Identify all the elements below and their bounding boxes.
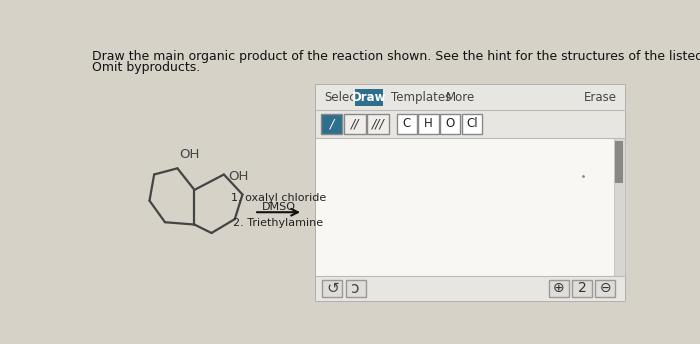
Bar — [368, 114, 389, 134]
Bar — [321, 114, 342, 134]
Text: ⊖: ⊖ — [599, 281, 611, 295]
Text: O: O — [446, 117, 455, 130]
Bar — [595, 280, 615, 297]
Text: Draw: Draw — [351, 91, 386, 104]
Text: Select: Select — [324, 91, 360, 104]
Text: OH: OH — [228, 170, 249, 183]
Bar — [316, 85, 624, 301]
Bar — [316, 110, 624, 138]
Bar — [355, 89, 383, 106]
Text: ↄ: ↄ — [351, 281, 360, 296]
Bar — [316, 85, 624, 110]
Text: //: // — [351, 117, 359, 130]
Text: 1. oxalyl chloride: 1. oxalyl chloride — [231, 193, 326, 203]
Bar — [419, 114, 439, 134]
Text: ///: /// — [372, 117, 384, 130]
Text: C: C — [402, 117, 411, 130]
Text: Erase: Erase — [584, 91, 617, 104]
Bar — [316, 276, 624, 301]
Text: /: / — [330, 117, 334, 130]
Text: 2: 2 — [578, 281, 587, 295]
Text: Templates: Templates — [391, 91, 451, 104]
Text: ↺: ↺ — [326, 281, 339, 296]
Bar — [316, 138, 614, 276]
Bar — [344, 114, 365, 134]
Bar — [614, 138, 624, 276]
Text: 2. Triethylamine: 2. Triethylamine — [234, 218, 323, 228]
Text: Omit byproducts.: Omit byproducts. — [92, 61, 200, 74]
Bar — [440, 114, 461, 134]
Bar — [462, 114, 482, 134]
Text: H: H — [424, 117, 433, 130]
Bar — [322, 280, 342, 297]
Bar — [615, 141, 623, 183]
Bar — [549, 280, 569, 297]
Bar — [572, 280, 592, 297]
Text: OH: OH — [179, 148, 200, 161]
Bar — [397, 114, 417, 134]
Text: Draw the main organic product of the reaction shown. See the hint for the struct: Draw the main organic product of the rea… — [92, 50, 700, 63]
Text: DMSO: DMSO — [262, 202, 295, 212]
Text: Cl: Cl — [466, 117, 477, 130]
Text: More: More — [447, 91, 475, 104]
Bar — [346, 280, 365, 297]
Text: ⊕: ⊕ — [553, 281, 564, 295]
